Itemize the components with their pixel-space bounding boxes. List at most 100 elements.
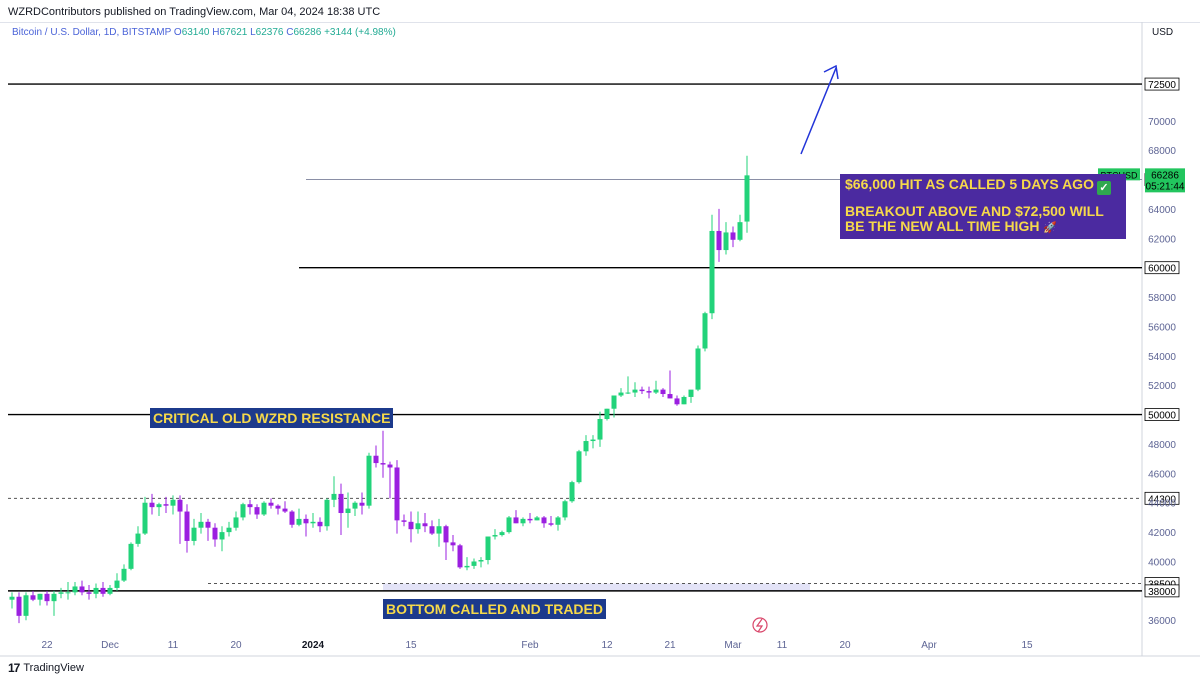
candle-body[interactable]	[695, 348, 701, 390]
candle-body[interactable]	[681, 396, 687, 405]
candle-body[interactable]	[9, 596, 15, 600]
candle-body[interactable]	[65, 592, 71, 594]
lightning-icon[interactable]	[752, 617, 768, 633]
candle-body[interactable]	[317, 521, 323, 527]
candle-body[interactable]	[149, 502, 155, 508]
candle-body[interactable]	[541, 517, 547, 524]
candle-body[interactable]	[142, 502, 148, 534]
candle-body[interactable]	[373, 455, 379, 464]
candle-body[interactable]	[555, 517, 561, 525]
candle-body[interactable]	[457, 545, 463, 568]
candle-body[interactable]	[289, 511, 295, 525]
candle-body[interactable]	[422, 523, 428, 527]
candle-body[interactable]	[604, 408, 610, 419]
candle-body[interactable]	[296, 518, 302, 525]
trend-arrow[interactable]	[800, 67, 837, 155]
candle-body[interactable]	[345, 508, 351, 514]
candle-body[interactable]	[625, 392, 631, 394]
currency-label[interactable]: USD	[1152, 27, 1174, 38]
candle-body[interactable]	[506, 517, 512, 533]
tradingview-logo[interactable]: 17 TradingView	[8, 661, 84, 675]
candle-body[interactable]	[268, 502, 274, 506]
candle-body[interactable]	[114, 580, 120, 588]
candle-body[interactable]	[499, 532, 505, 536]
candle-body[interactable]	[359, 502, 365, 506]
candle-body[interactable]	[597, 418, 603, 440]
candle-body[interactable]	[226, 527, 232, 533]
candle-body[interactable]	[233, 517, 239, 528]
candle-body[interactable]	[191, 527, 197, 541]
candle-body[interactable]	[303, 518, 309, 524]
candle-body[interactable]	[212, 527, 218, 540]
candle-body[interactable]	[576, 451, 582, 483]
candle-body[interactable]	[429, 526, 435, 534]
candle-body[interactable]	[450, 542, 456, 546]
candle-body[interactable]	[156, 504, 162, 508]
candle-body[interactable]	[44, 593, 50, 602]
candle-body[interactable]	[443, 526, 449, 543]
current-price-tag[interactable]	[1145, 168, 1185, 193]
candle-body[interactable]	[198, 521, 204, 528]
candle-body[interactable]	[723, 232, 729, 251]
candle-body[interactable]	[107, 587, 113, 594]
candle-body[interactable]	[261, 502, 267, 515]
candle-body[interactable]	[513, 517, 519, 524]
candle-body[interactable]	[744, 175, 750, 222]
candle-body[interactable]	[282, 508, 288, 512]
candle-body[interactable]	[331, 493, 337, 500]
candle-body[interactable]	[702, 313, 708, 349]
candle-body[interactable]	[485, 536, 491, 561]
candle-body[interactable]	[646, 391, 652, 393]
candle-body[interactable]	[520, 518, 526, 524]
candle-body[interactable]	[184, 511, 190, 541]
candle-body[interactable]	[240, 504, 246, 518]
candle-body[interactable]	[121, 568, 127, 581]
candle-body[interactable]	[415, 523, 421, 530]
candle-body[interactable]	[674, 398, 680, 405]
candle-body[interactable]	[205, 521, 211, 528]
candle-body[interactable]	[583, 441, 589, 452]
candle-body[interactable]	[23, 595, 29, 616]
candle-body[interactable]	[660, 389, 666, 395]
candle-body[interactable]	[401, 520, 407, 522]
candle-body[interactable]	[352, 502, 358, 509]
candle-body[interactable]	[128, 543, 134, 569]
candle-body[interactable]	[653, 389, 659, 393]
candle-body[interactable]	[534, 517, 540, 521]
candle-body[interactable]	[618, 392, 624, 396]
candle-body[interactable]	[471, 561, 477, 566]
candle-body[interactable]	[632, 389, 638, 393]
candle-body[interactable]	[338, 493, 344, 514]
candle-body[interactable]	[135, 533, 141, 544]
candle-body[interactable]	[562, 501, 568, 518]
candle-body[interactable]	[219, 532, 225, 540]
candle-body[interactable]	[667, 394, 673, 399]
candle-body[interactable]	[590, 439, 596, 442]
candle-body[interactable]	[464, 565, 470, 568]
candle-body[interactable]	[639, 389, 645, 392]
candle-body[interactable]	[478, 560, 484, 562]
candle-body[interactable]	[16, 596, 22, 616]
candle-body[interactable]	[408, 521, 414, 530]
candle-body[interactable]	[93, 587, 99, 594]
candle-body[interactable]	[527, 518, 533, 521]
candle-body[interactable]	[688, 389, 694, 397]
candle-body[interactable]	[30, 595, 36, 600]
candle-body[interactable]	[310, 521, 316, 524]
candle-body[interactable]	[86, 592, 92, 594]
candle-body[interactable]	[170, 499, 176, 506]
candle-body[interactable]	[79, 586, 85, 593]
candle-body[interactable]	[51, 593, 57, 602]
candle-body[interactable]	[163, 504, 169, 506]
candle-body[interactable]	[394, 467, 400, 521]
candle-body[interactable]	[275, 505, 281, 509]
candle-body[interactable]	[254, 507, 260, 515]
candle-body[interactable]	[177, 499, 183, 512]
candle-body[interactable]	[72, 586, 78, 593]
candle-body[interactable]	[324, 499, 330, 527]
candle-body[interactable]	[737, 222, 743, 240]
candle-body[interactable]	[387, 464, 393, 468]
candle-body[interactable]	[37, 593, 43, 600]
candle-body[interactable]	[436, 526, 442, 534]
